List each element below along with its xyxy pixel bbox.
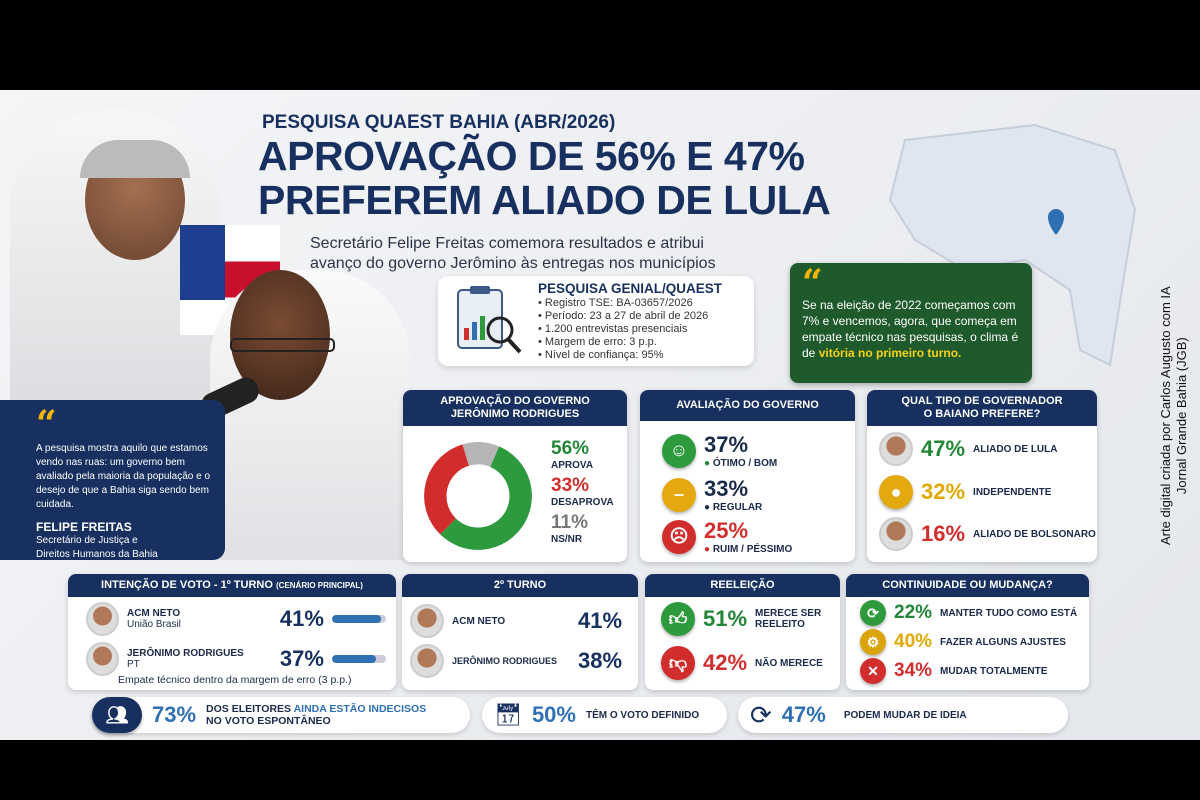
quote-card: “ A pesquisa mostra aquilo que estamos v… xyxy=(0,400,225,560)
x-icon: ✕ xyxy=(860,658,886,684)
location-pin-icon xyxy=(1048,209,1064,235)
approval-item-disapprove: 33% DESAPROVA xyxy=(551,475,614,508)
quote-role-2: Direitos Humanos da Bahia xyxy=(36,549,158,560)
reelection-card: REELEIÇÃO 👍︎ 51% MERECE SER REELEITO 👎︎ 42% N… xyxy=(645,574,840,690)
green-quote-highlight: vitória no primeiro turno. xyxy=(818,346,962,360)
reelection-title: REELEIÇÃO xyxy=(645,574,840,597)
thumbs-down-icon: 👎︎ xyxy=(661,646,695,680)
title-line-1: APROVAÇÃO DE 56% E 47% xyxy=(258,133,805,179)
candidate-row: JERÔNIMO RODRIGUES PT 37% xyxy=(86,642,387,676)
quote-mark-icon: “ xyxy=(36,403,57,445)
undecided-stat: 👥︎ 73% DOS ELEITORES AINDA ESTÃO INDECIS… xyxy=(92,697,470,733)
secretary-photo xyxy=(197,270,410,560)
green-quote-card: “ Se na eleição de 2022 começamos com 7%… xyxy=(790,263,1032,383)
evaluation-item-good: ☺ 37% ● ÓTIMO / BOM xyxy=(662,432,777,469)
survey-item: • Período: 23 a 27 de abril de 2026 xyxy=(538,310,709,322)
gear-icon: ⚙ xyxy=(860,629,886,655)
bolsonaro-avatar xyxy=(879,517,913,551)
approval-donut-chart xyxy=(424,442,532,550)
first-round-title: INTENÇÃO DE VOTO - 1º TURNO (CENÁRIO PRI… xyxy=(68,574,396,597)
approval-card: APROVAÇÃO DO GOVERNO JERÔNIMO RODRIGUES 5… xyxy=(403,390,627,562)
survey-item: • 1.200 entrevistas presenciais xyxy=(538,323,688,335)
reelection-item: 👎︎ 42% NÃO MERECE xyxy=(661,646,823,680)
cycle-arrows-icon: ⟳ xyxy=(750,699,772,730)
donut-slice-nsnr xyxy=(462,442,499,468)
governor-type-item: ● 32% INDEPENDENTE xyxy=(879,475,1051,509)
infographic: PESQUISA QUAEST BAHIA (ABR/2026) APROVAÇ… xyxy=(0,90,1200,740)
bahia-map xyxy=(888,123,1137,367)
image-credit: Arte digital criada por Carlos Augusto c… xyxy=(1158,286,1189,545)
jeronimo-avatar xyxy=(410,644,444,678)
group-icon: 👥︎ xyxy=(92,697,142,733)
governor-type-card: QUAL TIPO DE GOVERNADOR O BAIANO PREFERE?… xyxy=(867,390,1097,562)
donut-slice-desaprova xyxy=(424,444,470,535)
quote-author: FELIPE FREITAS xyxy=(36,520,132,534)
smile-face-icon: ☺ xyxy=(662,433,696,468)
candidate-row: JERÔNIMO RODRIGUES 38% xyxy=(410,644,630,678)
survey-info-card: PESQUISA GENIAL/QUAEST • Registro TSE: B… xyxy=(438,276,754,366)
reelection-item: 👍︎ 51% MERECE SER REELEITO xyxy=(661,602,821,636)
jeronimo-avatar xyxy=(86,642,119,676)
governor-type-item: 16% ALIADO DE BOLSONARO xyxy=(879,517,1096,551)
vote-bar xyxy=(331,615,387,623)
kicker: PESQUISA QUAEST BAHIA (ABR/2026) xyxy=(262,112,616,133)
acm-neto-avatar xyxy=(86,602,119,636)
second-round-card: 2º TURNO ACM NETO 41% JERÔNIMO RODRIGUES 3… xyxy=(402,574,638,690)
title-line-2: PREFEREM ALIADO DE LULA xyxy=(258,177,831,223)
may-change-stat: ⟳ 47% PODEM MUDAR DE IDEIA xyxy=(738,697,1068,733)
evaluation-card: AVALIAÇÃO DO GOVERNO ☺ 37% ● ÓTIMO / BOM –… xyxy=(640,390,855,562)
evaluation-title: AVALIAÇÃO DO GOVERNO xyxy=(640,390,855,421)
person-icon: ● xyxy=(879,475,913,509)
candidate-row: ACM NETO União Brasil 41% xyxy=(86,602,387,636)
lula-avatar xyxy=(879,432,913,466)
thumbs-up-icon: 👍︎ xyxy=(661,602,695,636)
acm-neto-avatar xyxy=(410,604,444,638)
survey-item: • Registro TSE: BA-03657/2026 xyxy=(538,297,693,309)
evaluation-item-regular: –33% ● REGULAR xyxy=(662,476,762,513)
continuity-item: ⟳ 22% MANTER TUDO COMO ESTÁ xyxy=(860,600,1077,626)
governor-type-title: QUAL TIPO DE GOVERNADOR O BAIANO PREFERE? xyxy=(867,390,1097,426)
green-quote-text: Se na eleição de 2022 começamos com 7% e… xyxy=(802,298,1019,360)
evaluation-item-bad: ☹ 25% ● RUIM / PÉSSIMO xyxy=(662,518,792,555)
calendar-check-icon: 📅︎ xyxy=(494,702,522,727)
donut-slice-aprova xyxy=(440,446,532,550)
approval-item-approve: 56% APROVA xyxy=(551,438,594,471)
quote-role-1: Secretário de Justiça e xyxy=(36,535,138,546)
approval-title: APROVAÇÃO DO GOVERNO JERÔNIMO RODRIGUES xyxy=(403,390,627,426)
approval-item-nsnr: 11% NS/NR xyxy=(551,512,588,545)
first-round-card: INTENÇÃO DE VOTO - 1º TURNO (CENÁRIO PRI… xyxy=(68,574,396,690)
neutral-face-icon: – xyxy=(662,477,696,512)
second-round-title: 2º TURNO xyxy=(402,574,638,597)
subtitle-line-1: Secretário Felipe Freitas comemora resul… xyxy=(310,235,704,252)
quote-text: A pesquisa mostra aquilo que estamos ven… xyxy=(36,443,211,510)
defined-vote-stat: 📅︎ 50% TÊM O VOTO DEFINIDO xyxy=(482,697,727,733)
continuity-card: CONTINUIDADE OU MUDANÇA? ⟳ 22% MANTER TUDO… xyxy=(846,574,1089,690)
subtitle-line-2: avanço do governo Jerômino às entregas n… xyxy=(310,255,716,272)
continuity-title: CONTINUIDADE OU MUDANÇA? xyxy=(846,574,1089,597)
candidate-row: ACM NETO 41% xyxy=(410,604,630,638)
sad-face-icon: ☹ xyxy=(662,519,696,554)
clipboard-magnifier-icon xyxy=(457,286,522,354)
first-round-note: Empate técnico dentro da margem de erro … xyxy=(118,674,352,686)
survey-item: • Margem de erro: 3 p.p. xyxy=(538,336,657,348)
survey-item: • Nível de confiança: 95% xyxy=(538,349,664,361)
survey-title: PESQUISA GENIAL/QUAEST xyxy=(538,281,723,296)
refresh-icon: ⟳ xyxy=(860,600,886,626)
continuity-item: ✕ 34% MUDAR TOTALMENTE xyxy=(860,658,1047,684)
quote-mark-icon: “ xyxy=(802,262,823,304)
governor-type-item: 47% ALIADO DE LULA xyxy=(879,432,1058,466)
subtitle: Secretário Felipe Freitas comemora resul… xyxy=(310,234,716,274)
continuity-item: ⚙ 40% FAZER ALGUNS AJUSTES xyxy=(860,629,1066,655)
page-title: APROVAÇÃO DE 56% E 47% PREFEREM ALIADO D… xyxy=(258,133,831,223)
vote-bar xyxy=(331,655,387,663)
